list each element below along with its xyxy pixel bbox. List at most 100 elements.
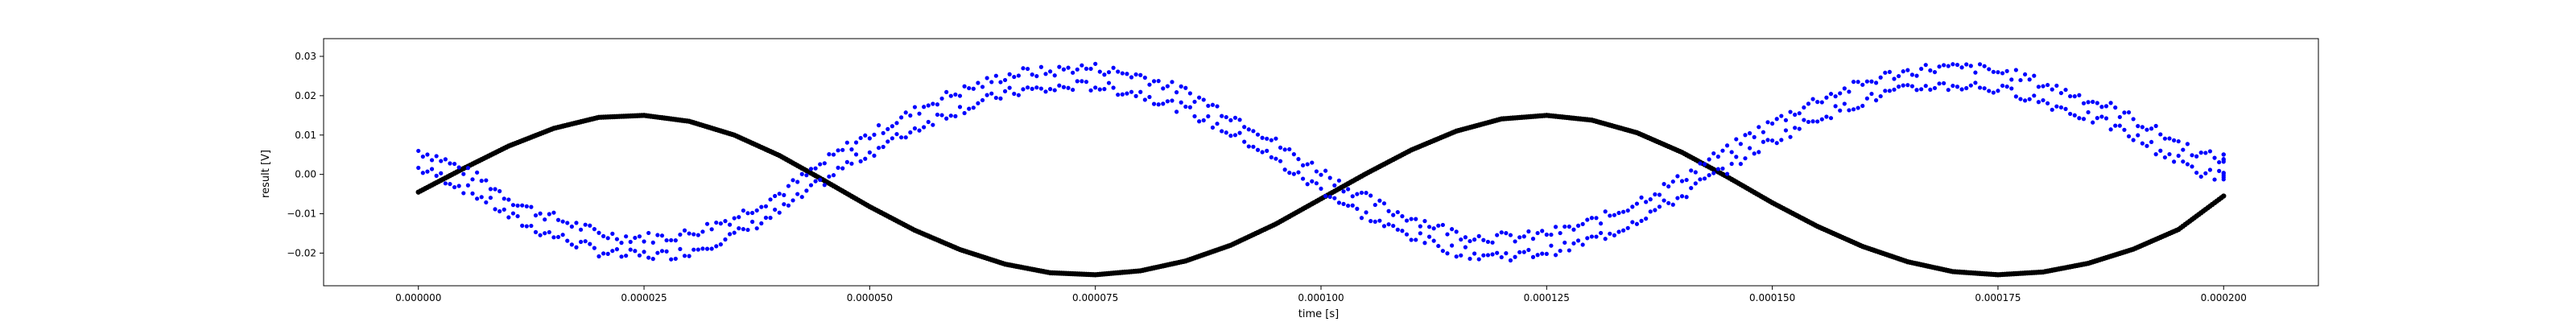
- blue-series-point: [1355, 192, 1360, 196]
- blue-series-point: [691, 247, 696, 252]
- blue-series-point: [1242, 139, 1247, 144]
- blue-series-point: [1142, 75, 1147, 80]
- blue-series-point: [2181, 147, 2186, 152]
- blue-series-point: [1025, 66, 1030, 72]
- blue-series-point: [1084, 80, 1089, 85]
- blue-series-point: [1436, 223, 1441, 228]
- blue-series-point: [1666, 184, 1671, 189]
- blue-series-point: [886, 139, 890, 144]
- blue-series-point: [696, 233, 700, 237]
- blue-series-point: [1391, 213, 1396, 217]
- x-tick-label: 0.000150: [1749, 292, 1795, 303]
- blue-series-point: [2176, 138, 2181, 144]
- x-tick-label: 0.000100: [1298, 292, 1344, 303]
- blue-series-point: [1142, 97, 1147, 102]
- blue-series-point: [1097, 87, 1102, 92]
- blue-series-point: [1323, 168, 1328, 173]
- blue-series-point: [1996, 89, 2000, 93]
- blue-series-point: [1662, 198, 1666, 203]
- x-tick-label: 0.000175: [1975, 292, 2021, 303]
- blue-series-point: [1472, 237, 1477, 242]
- blue-series-point: [1847, 89, 1852, 94]
- blue-series-point: [872, 132, 877, 137]
- blue-series-point: [1156, 79, 1161, 84]
- blue-series-point: [1310, 160, 1315, 165]
- blue-series-point: [714, 244, 719, 249]
- blue-series-point: [745, 227, 750, 233]
- blue-series-point: [646, 255, 651, 260]
- blue-series-point: [1612, 213, 1617, 217]
- blue-series-point: [727, 232, 733, 237]
- blue-series-point: [2185, 162, 2190, 167]
- blue-series-point: [1788, 109, 1793, 114]
- blue-series-point: [1404, 218, 1410, 223]
- blue-series-point: [876, 146, 881, 151]
- blue-series-point: [759, 204, 764, 209]
- blue-series-point: [2113, 123, 2118, 128]
- blue-series-point: [1544, 232, 1549, 237]
- blue-series-point: [2117, 123, 2122, 128]
- blue-series-point: [682, 228, 687, 233]
- blue-series-point: [1102, 72, 1107, 77]
- blue-series-point: [2131, 138, 2136, 142]
- blue-series-point: [1260, 150, 1265, 155]
- blue-series-point: [813, 179, 818, 184]
- blue-series-point: [818, 162, 823, 167]
- blue-series-point: [1183, 85, 1188, 90]
- blue-series-point: [551, 210, 556, 215]
- blue-series-point: [1553, 253, 1558, 258]
- blue-series-point: [732, 230, 737, 235]
- blue-series-point: [844, 140, 849, 145]
- blue-series-point: [2140, 125, 2145, 130]
- blue-series-point: [479, 179, 484, 184]
- blue-series-point: [1300, 176, 1306, 181]
- blue-series-point: [1630, 220, 1635, 225]
- blue-series-point: [2158, 132, 2163, 137]
- blue-series-point: [429, 167, 435, 171]
- blue-series-point: [637, 253, 642, 258]
- blue-series-point: [1526, 247, 1531, 253]
- blue-series-point: [1689, 168, 1694, 173]
- blue-series-point: [1080, 79, 1084, 84]
- blue-series-point: [1653, 208, 1657, 213]
- blue-series-point: [1043, 72, 1048, 76]
- blue-series-point: [1187, 105, 1193, 109]
- blue-series-point: [1061, 67, 1067, 72]
- blue-series-point: [555, 234, 561, 240]
- blue-series-point: [614, 247, 620, 252]
- blue-series-point: [1856, 80, 1860, 85]
- blue-series-point: [1495, 250, 1500, 255]
- blue-series-point: [1016, 93, 1021, 97]
- blue-series-point: [1752, 134, 1757, 139]
- blue-series-point: [1819, 117, 1824, 122]
- blue-series-point: [2058, 105, 2064, 110]
- blue-series-point: [1806, 101, 1811, 106]
- blue-series-point: [1589, 216, 1594, 221]
- blue-series-point: [456, 165, 461, 170]
- blue-series-point: [953, 92, 958, 97]
- blue-series-point: [1707, 157, 1711, 162]
- blue-series-point: [993, 95, 998, 101]
- blue-series-point: [858, 135, 863, 141]
- blue-series-point: [452, 161, 457, 167]
- blue-series-point: [967, 106, 972, 111]
- blue-series-point: [488, 187, 493, 192]
- blue-series-point: [2077, 116, 2082, 121]
- blue-series-point: [497, 208, 502, 214]
- blue-series-point: [1174, 109, 1179, 114]
- blue-series-point: [1955, 62, 1960, 68]
- blue-series-point: [831, 152, 836, 157]
- blue-series-point: [727, 222, 733, 227]
- blue-series-point: [2068, 93, 2073, 99]
- blue-series-point: [1942, 63, 1946, 68]
- blue-series-point: [2162, 136, 2167, 141]
- blue-series-point: [1468, 238, 1472, 244]
- blue-series-point: [1720, 148, 1725, 153]
- blue-series-point: [1278, 145, 1283, 151]
- blue-series-point: [425, 152, 430, 157]
- blue-series-point: [1350, 194, 1355, 199]
- blue-series-point: [1693, 170, 1698, 175]
- blue-series-point: [1111, 65, 1116, 70]
- blue-series-point: [601, 251, 606, 256]
